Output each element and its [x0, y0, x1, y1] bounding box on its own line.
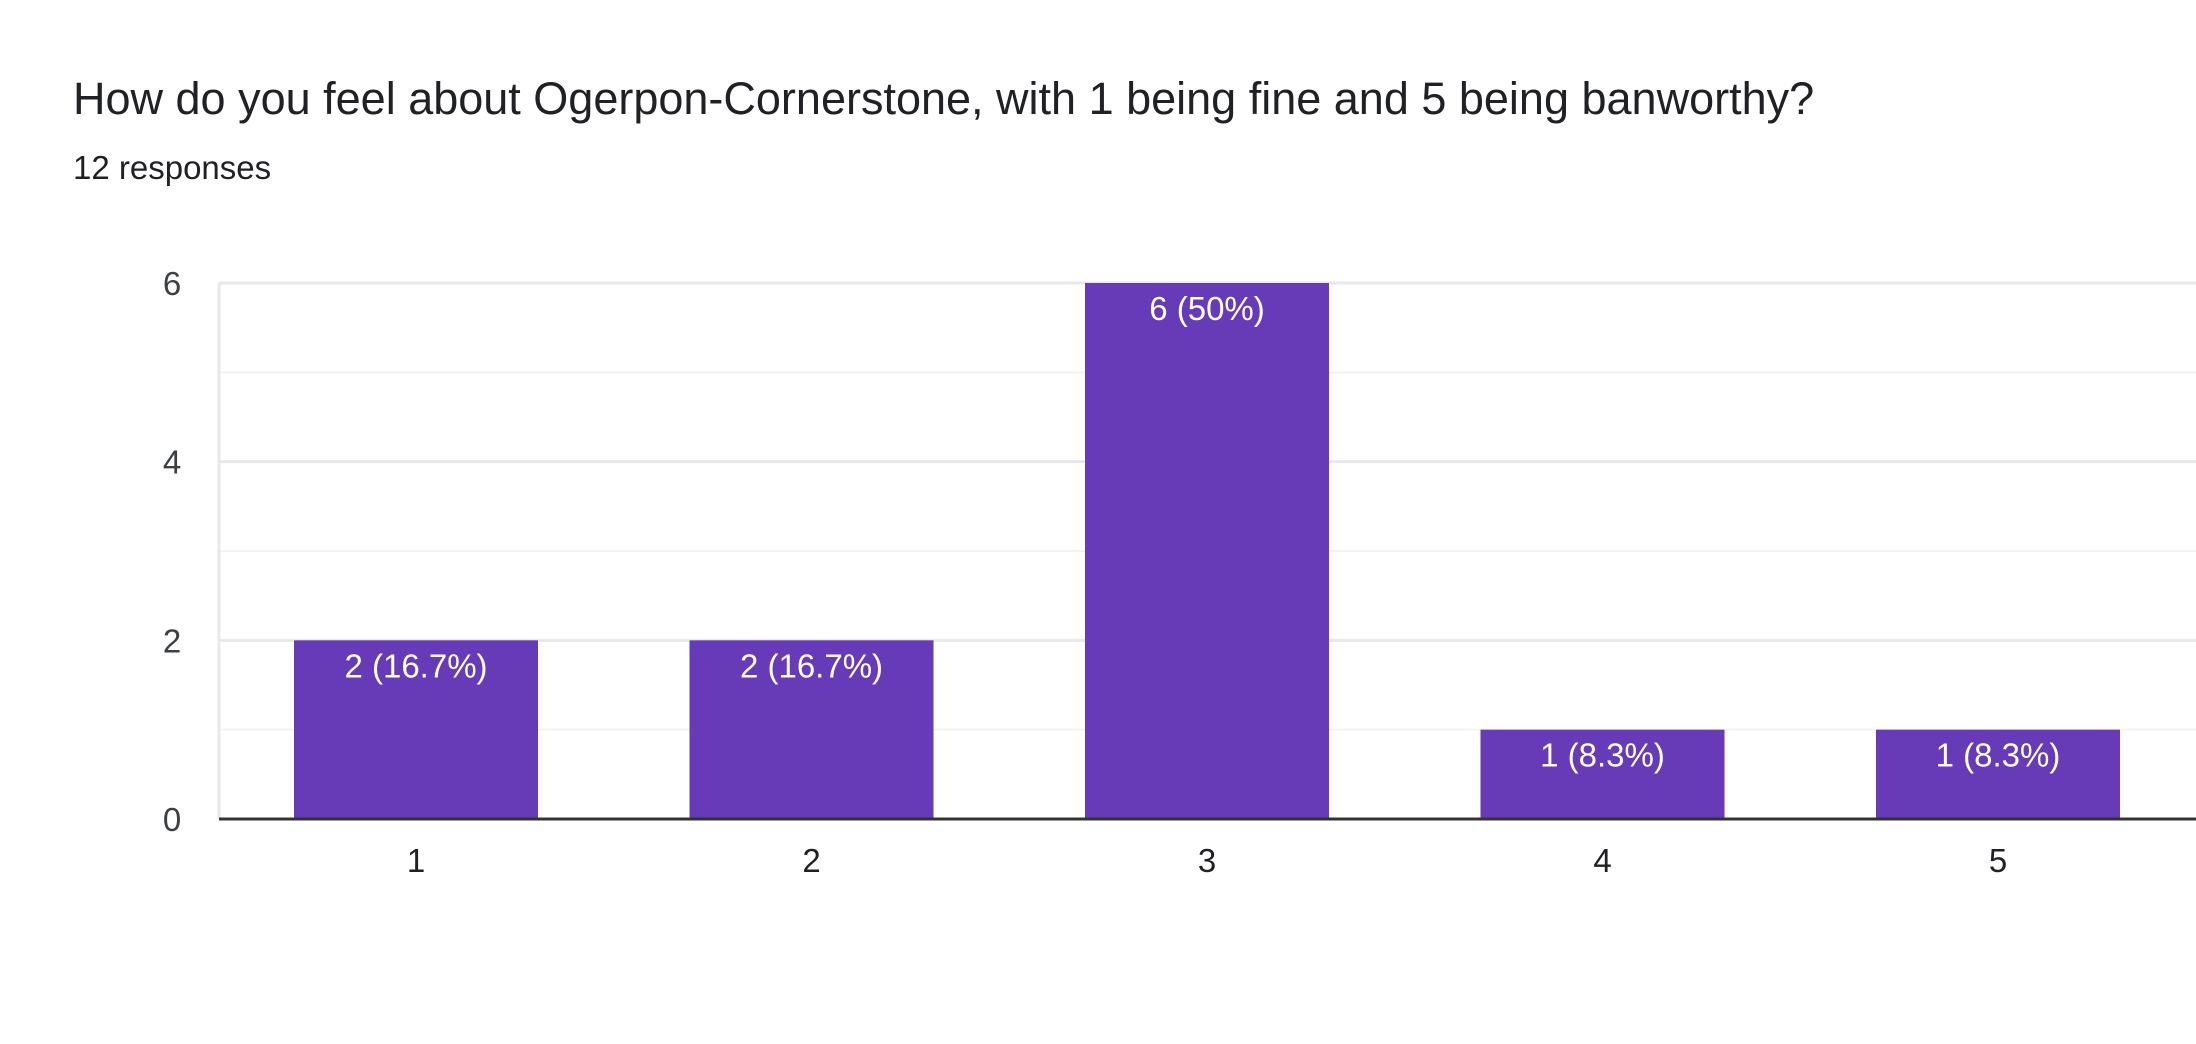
x-tick-label: 1 — [407, 842, 425, 879]
bar-value-label: 1 (8.3%) — [1540, 737, 1665, 774]
labels: 2 (16.7%) 1 2 (16.7%) 2 6 (50%) 3 1 (8.3%) 4 1 (… — [163, 265, 2061, 879]
bar-1[interactable] — [294, 640, 538, 819]
x-tick-label: 3 — [1198, 842, 1216, 879]
y-tick-label: 6 — [163, 265, 181, 302]
bar-value-label: 1 (8.3%) — [1936, 737, 2061, 774]
bar-4[interactable] — [1480, 729, 1725, 819]
bar-value-label: 6 (50%) — [1149, 290, 1265, 327]
x-tick-label: 4 — [1593, 842, 1611, 879]
bars — [294, 283, 2120, 819]
bar-5[interactable] — [1876, 729, 2120, 819]
response-count: 12 responses — [73, 149, 272, 186]
y-tick-label: 0 — [163, 801, 181, 838]
question-title: How do you feel about Ogerpon-Cornerston… — [73, 73, 1815, 124]
bar-value-label: 2 (16.7%) — [740, 647, 883, 684]
bar-value-label: 2 (16.7%) — [344, 647, 487, 684]
y-tick-label: 2 — [163, 622, 181, 659]
x-tick-label: 2 — [802, 842, 820, 879]
bar-3[interactable] — [1085, 283, 1329, 819]
bar-2[interactable] — [689, 640, 934, 819]
y-tick-label: 4 — [163, 444, 181, 481]
x-tick-label: 5 — [1989, 842, 2007, 879]
